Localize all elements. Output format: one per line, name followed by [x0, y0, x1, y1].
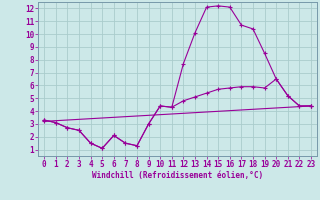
X-axis label: Windchill (Refroidissement éolien,°C): Windchill (Refroidissement éolien,°C) — [92, 171, 263, 180]
